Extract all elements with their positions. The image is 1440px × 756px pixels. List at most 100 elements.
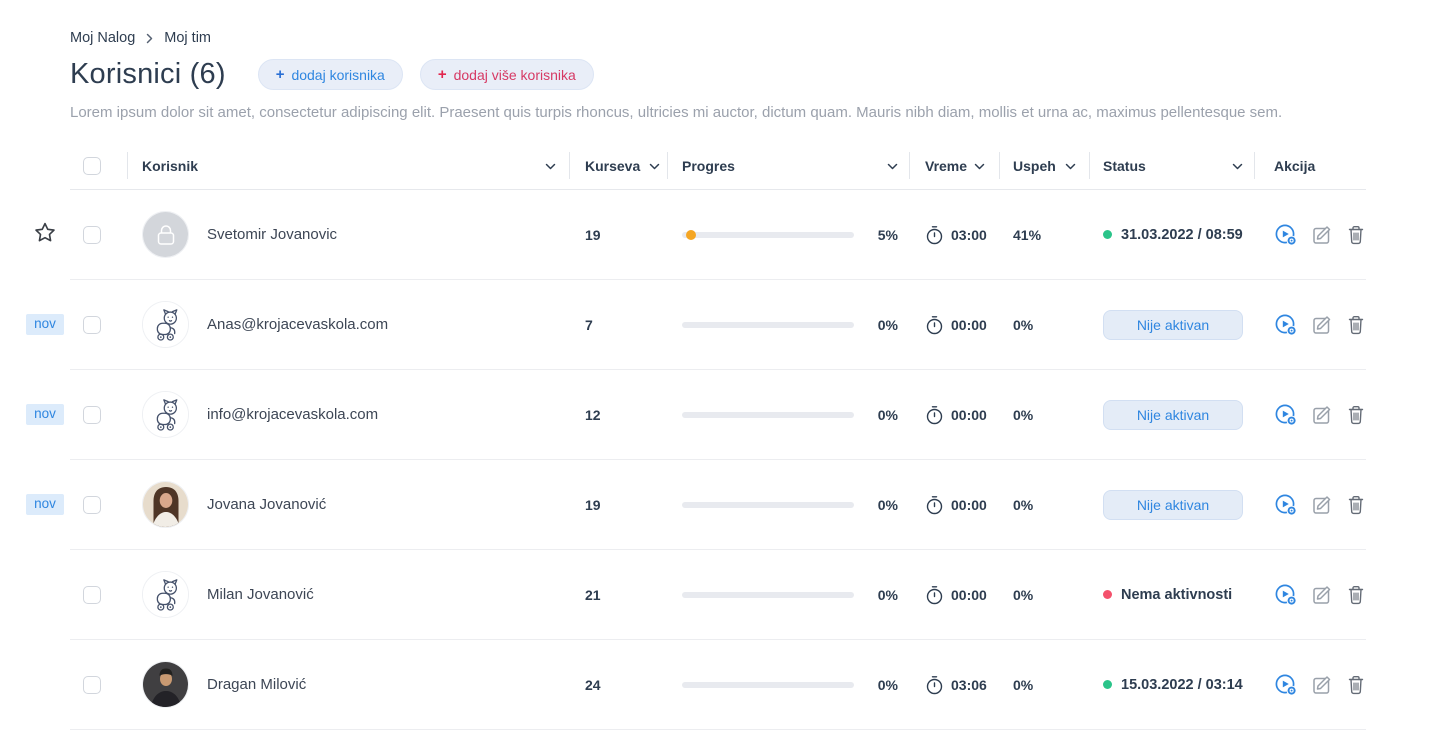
progress-bar xyxy=(682,501,854,508)
avatar xyxy=(142,481,189,528)
edit-icon[interactable] xyxy=(1311,583,1333,607)
courses-count: 12 xyxy=(585,406,601,423)
add-multiple-users-label: dodaj više korisnika xyxy=(453,66,576,83)
stopwatch-icon xyxy=(925,585,944,605)
status-button[interactable]: Nije aktivan xyxy=(1103,489,1243,520)
edit-icon[interactable] xyxy=(1311,313,1333,337)
delete-icon[interactable] xyxy=(1346,673,1366,697)
delete-icon[interactable] xyxy=(1346,583,1366,607)
star-icon[interactable] xyxy=(34,222,56,248)
avatar xyxy=(142,661,189,708)
table-row: nov Jovana Jovanović xyxy=(26,460,1366,550)
stopwatch-icon xyxy=(925,315,944,335)
actions-cell xyxy=(1255,190,1366,279)
progress-cell: 0% xyxy=(668,370,910,459)
progress-percent: 0% xyxy=(877,406,898,423)
column-header-vreme[interactable]: Vreme xyxy=(910,142,1000,189)
progress-bar xyxy=(682,591,854,598)
add-user-button[interactable]: + dodaj korisnika xyxy=(257,59,403,90)
stopwatch-icon xyxy=(925,495,944,515)
user-photo xyxy=(143,662,188,707)
breadcrumb-item-moj-tim[interactable]: Moj tim xyxy=(164,30,212,46)
stopwatch-icon xyxy=(925,405,944,425)
status-button[interactable]: Nije aktivan xyxy=(1103,309,1243,340)
row-checkbox[interactable] xyxy=(83,405,101,424)
status-cell: 15.03.2022 / 03:14 15.03.2022 / 03:14 xyxy=(1090,640,1255,729)
new-user-badge: nov xyxy=(26,494,64,515)
chevron-right-icon xyxy=(146,33,153,44)
column-header-uspeh[interactable]: Uspeh xyxy=(1000,142,1090,189)
add-user-label: dodaj korisnika xyxy=(291,66,385,83)
progress-bar xyxy=(682,411,854,418)
select-all-checkbox[interactable] xyxy=(83,156,101,175)
table-row: nov Anas@krojacevaskola.com xyxy=(26,280,1366,370)
assign-course-icon[interactable] xyxy=(1274,673,1298,697)
column-header-akcija: Akcija xyxy=(1255,142,1366,189)
user-name: Dragan Milović xyxy=(207,676,307,693)
success-cell: 0% xyxy=(1000,370,1090,459)
time-value: 03:00 xyxy=(951,226,987,243)
assign-course-icon[interactable] xyxy=(1274,403,1298,427)
progress-percent: 0% xyxy=(877,316,898,333)
status-cell: Nije aktivan Nije aktivan xyxy=(1090,460,1255,549)
assign-course-icon[interactable] xyxy=(1274,313,1298,337)
assign-course-icon[interactable] xyxy=(1274,493,1298,517)
success-percent: 0% xyxy=(1013,676,1034,693)
column-header-kurseva[interactable]: Kurseva xyxy=(570,142,668,189)
time-value: 03:06 xyxy=(951,676,987,693)
success-percent: 0% xyxy=(1013,406,1034,423)
courses-count: 7 xyxy=(585,316,593,333)
add-multiple-users-button[interactable]: + dodaj više korisnika xyxy=(419,59,594,90)
row-checkbox[interactable] xyxy=(83,225,101,244)
delete-icon[interactable] xyxy=(1346,403,1366,427)
delete-icon[interactable] xyxy=(1346,313,1366,337)
actions-cell xyxy=(1255,280,1366,369)
delete-icon[interactable] xyxy=(1346,493,1366,517)
courses-cell: 7 xyxy=(570,280,668,369)
column-header-korisnik[interactable]: Korisnik xyxy=(128,142,570,189)
avatar xyxy=(142,571,189,618)
row-checkbox[interactable] xyxy=(83,315,101,334)
time-value: 00:00 xyxy=(951,496,987,513)
assign-course-icon[interactable] xyxy=(1274,583,1298,607)
row-checkbox[interactable] xyxy=(83,675,101,694)
page-content: Moj Nalog Moj tim Korisnici (6) + dodaj … xyxy=(26,0,1366,730)
edit-icon[interactable] xyxy=(1311,493,1333,517)
progress-cell: 5% xyxy=(668,190,910,279)
breadcrumb-item-moj-nalog[interactable]: Moj Nalog xyxy=(70,30,136,46)
edit-icon[interactable] xyxy=(1311,223,1333,247)
actions-cell xyxy=(1255,640,1366,729)
time-cell: 00:00 xyxy=(910,370,1000,459)
user-cell: Anas@krojacevaskola.com xyxy=(128,280,570,369)
row-select-cell xyxy=(70,370,128,459)
status-text: 15.03.2022 / 03:14 xyxy=(1121,676,1243,693)
assign-course-icon[interactable] xyxy=(1274,223,1298,247)
row-select-cell xyxy=(70,280,128,369)
time-cell: 03:06 xyxy=(910,640,1000,729)
avatar xyxy=(142,391,189,438)
edit-icon[interactable] xyxy=(1311,403,1333,427)
chevron-down-icon xyxy=(887,163,898,170)
edit-icon[interactable] xyxy=(1311,673,1333,697)
table-body: Svetomir Jovanovic 19 5% 03:00 41% 31.03… xyxy=(26,190,1366,730)
column-header-progres[interactable]: Progres xyxy=(668,142,910,189)
actions-cell xyxy=(1255,550,1366,639)
new-user-badge: nov xyxy=(26,314,64,335)
status-button[interactable]: Nije aktivan xyxy=(1103,399,1243,430)
user-cell: Dragan Milović xyxy=(128,640,570,729)
column-header-status[interactable]: Status xyxy=(1090,142,1255,189)
courses-cell: 21 xyxy=(570,550,668,639)
courses-count: 24 xyxy=(585,676,601,693)
plus-icon: + xyxy=(437,65,447,83)
row-checkbox[interactable] xyxy=(83,495,101,514)
courses-cell: 12 xyxy=(570,370,668,459)
delete-icon[interactable] xyxy=(1346,223,1366,247)
success-cell: 0% xyxy=(1000,640,1090,729)
chevron-down-icon xyxy=(1232,163,1243,170)
users-table: Korisnik Kurseva Progres Vreme Uspeh Sta… xyxy=(26,142,1366,730)
breadcrumb: Moj Nalog Moj tim xyxy=(70,30,1366,46)
row-gutter: nov xyxy=(24,494,66,515)
row-checkbox[interactable] xyxy=(83,585,101,604)
time-value: 00:00 xyxy=(951,406,987,423)
success-cell: 0% xyxy=(1000,280,1090,369)
